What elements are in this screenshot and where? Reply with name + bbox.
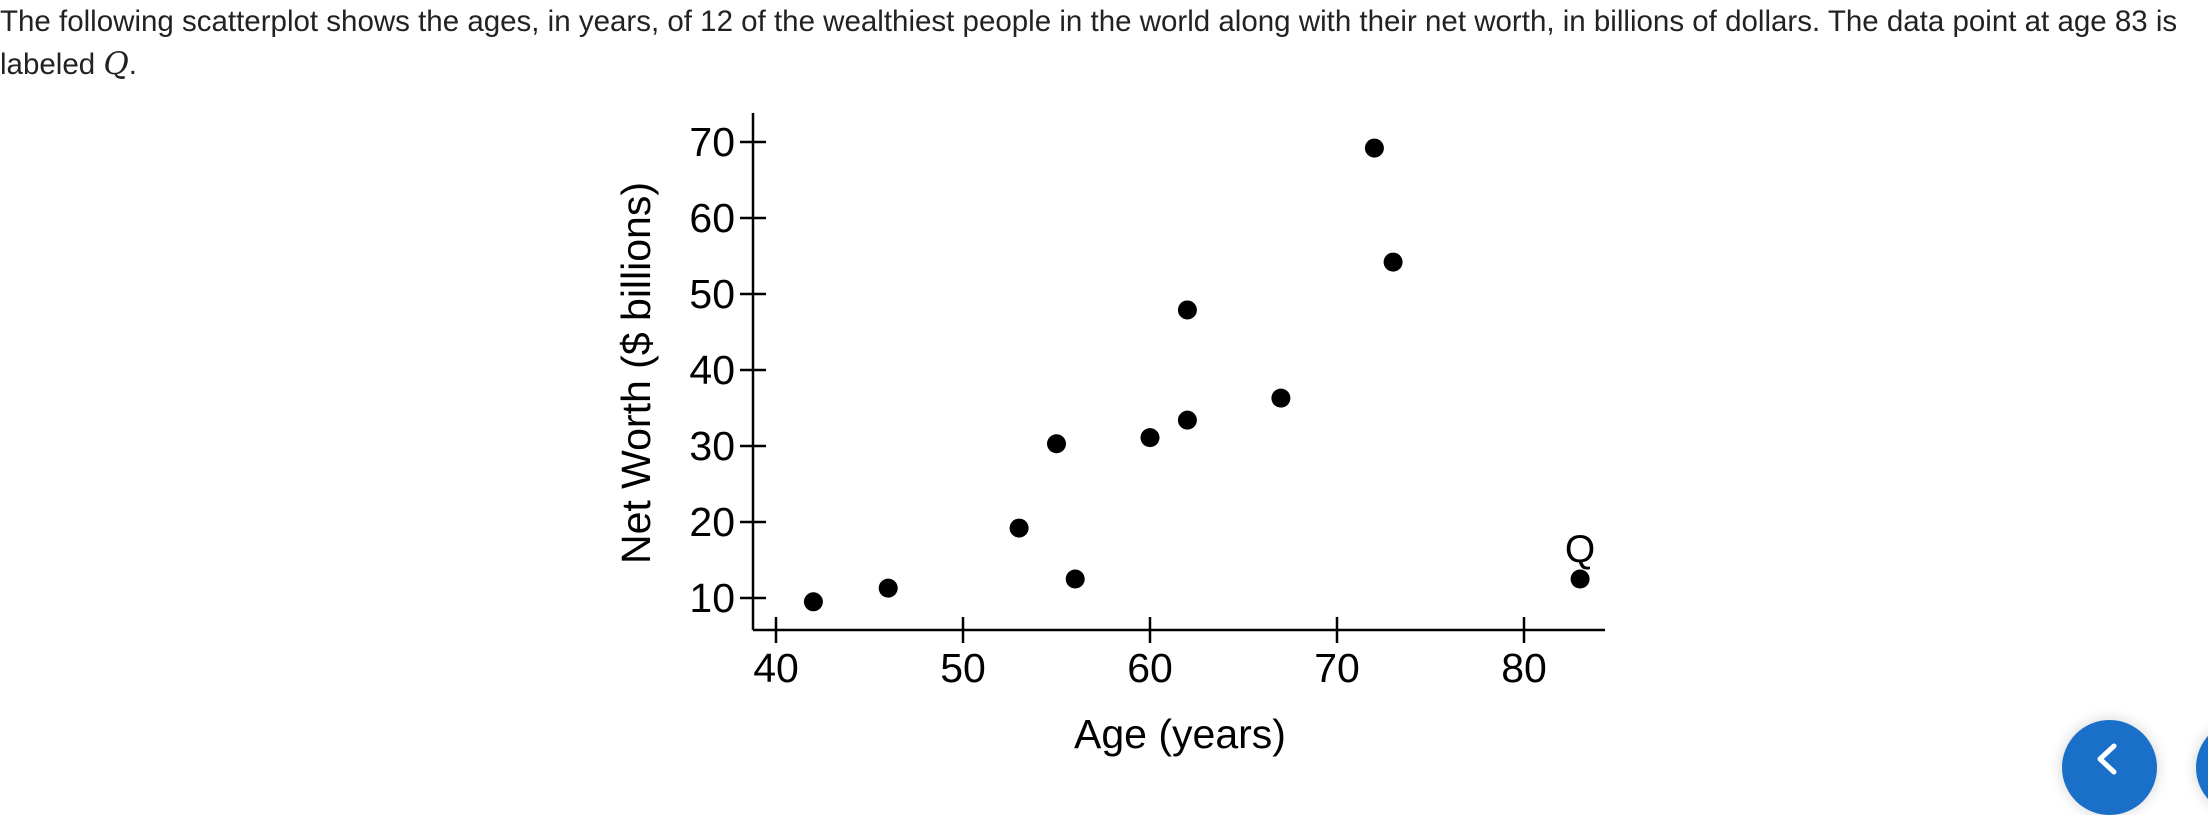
data-point bbox=[878, 578, 898, 598]
x-tick-label: 60 bbox=[1127, 645, 1173, 691]
x-tick-label: 70 bbox=[1314, 645, 1360, 691]
y-tick-label: 50 bbox=[689, 271, 735, 317]
data-point bbox=[1009, 518, 1029, 538]
y-axis-label: Net Worth ($ billions) bbox=[613, 182, 659, 564]
previous-button[interactable] bbox=[2062, 720, 2157, 815]
data-point bbox=[1177, 410, 1197, 430]
chevron-right-icon bbox=[2196, 720, 2208, 815]
x-axis-label: Age (years) bbox=[1074, 711, 1286, 757]
question-text: The following scatterplot shows the ages… bbox=[0, 0, 2208, 86]
data-point bbox=[1271, 388, 1291, 408]
y-tick-label: 40 bbox=[689, 347, 735, 393]
question-text-end: . bbox=[128, 48, 137, 81]
y-tick-label: 70 bbox=[689, 119, 735, 165]
x-tick-label: 40 bbox=[753, 645, 799, 691]
x-ticks: 40 50 60 70 80 bbox=[753, 617, 1547, 691]
data-point bbox=[1570, 569, 1590, 589]
data-point bbox=[803, 592, 823, 612]
point-label: Q bbox=[1565, 528, 1595, 571]
next-button[interactable] bbox=[2196, 720, 2208, 815]
question-text-main: The following scatterplot shows the ages… bbox=[0, 5, 2178, 81]
data-point bbox=[1177, 300, 1197, 320]
y-tick-label: 30 bbox=[689, 423, 735, 469]
point-annotations: Q bbox=[1565, 528, 1595, 571]
data-point bbox=[1140, 428, 1160, 448]
data-points bbox=[803, 138, 1590, 612]
y-ticks: 10 20 30 40 50 60 70 bbox=[689, 119, 766, 621]
question-point-label: Q bbox=[103, 46, 129, 82]
data-point bbox=[1383, 252, 1403, 272]
data-point bbox=[1047, 434, 1066, 454]
y-tick-label: 20 bbox=[689, 499, 735, 545]
chevron-left-icon bbox=[2097, 743, 2117, 775]
y-tick-label: 10 bbox=[689, 575, 735, 621]
x-tick-label: 80 bbox=[1501, 645, 1547, 691]
data-point bbox=[1364, 138, 1384, 158]
y-tick-label: 60 bbox=[689, 195, 735, 241]
x-tick-label: 50 bbox=[940, 645, 986, 691]
data-point bbox=[1065, 569, 1085, 589]
